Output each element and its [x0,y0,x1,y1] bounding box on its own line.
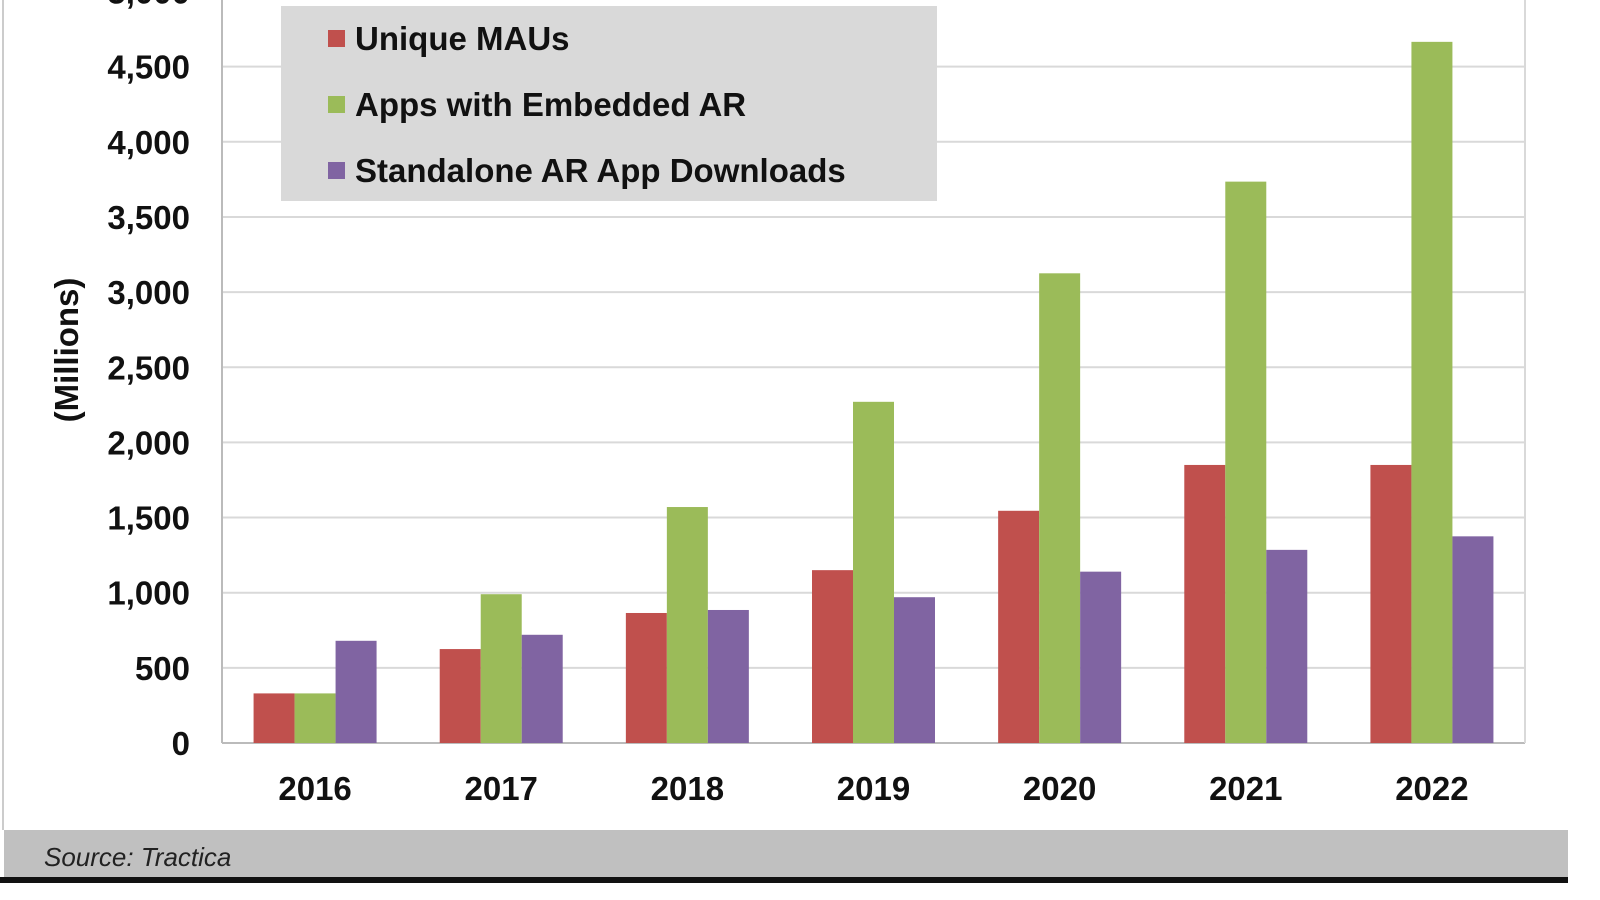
x-tick-label: 2019 [837,770,910,807]
x-tick-label: 2022 [1395,770,1468,807]
legend-swatch [328,162,345,179]
y-tick-labels: 0 500 1,000 1,500 2,000 2,500 3,000 3,500 4,000 4… [107,0,190,762]
left-border [2,0,4,830]
x-tick-label: 2021 [1209,770,1282,807]
legend-label: Apps with Embedded AR [355,86,746,123]
bar-apps-with-embedded-ar-2021 [1225,181,1267,743]
bar-standalone-ar-app-downloads-2016 [335,640,377,743]
y-tick-label: 1,500 [107,500,190,537]
legend-swatch [328,96,345,113]
legend-label: Unique MAUs [355,20,570,57]
legend-box [281,6,937,201]
y-tick-label: 4,000 [107,124,190,161]
bar-chart: 0 500 1,000 1,500 2,000 2,500 3,000 3,500 4,000 4… [48,0,1526,807]
bar-standalone-ar-app-downloads-2018 [707,609,749,743]
y-tick-label: 5,000 [107,0,190,11]
x-tick-label: 2020 [1023,770,1096,807]
legend-swatch [328,30,345,47]
x-tick-label: 2018 [651,770,724,807]
bar-apps-with-embedded-ar-2018 [666,507,708,743]
source-text: Source: Tractica [44,842,232,872]
bottom-bar [0,877,1568,883]
y-tick-label: 4,500 [107,49,190,86]
bar-unique-maus-2022 [1370,464,1412,743]
x-tick-label: 2017 [465,770,538,807]
legend-label: Standalone AR App Downloads [355,152,846,189]
bar-unique-maus-2021 [1184,464,1226,743]
bar-apps-with-embedded-ar-2017 [480,594,522,743]
source-footer: Source: Tractica [4,830,1568,877]
bar-unique-maus-2020 [998,510,1040,743]
y-tick-label: 3,500 [107,199,190,236]
y-axis-label: (Millions) [48,278,85,423]
bar-standalone-ar-app-downloads-2017 [521,634,563,743]
bar-apps-with-embedded-ar-2020 [1039,273,1081,743]
bar-unique-maus-2017 [439,649,481,743]
y-tick-label: 2,500 [107,349,190,386]
bars [253,41,1494,743]
bar-standalone-ar-app-downloads-2022 [1452,536,1494,743]
y-tick-label: 3,000 [107,274,190,311]
x-tick-label: 2016 [278,770,351,807]
legend: Unique MAUs Apps with Embedded AR Standalo… [281,6,937,201]
x-tick-labels: 2016 2017 2018 2019 2020 2021 2022 [278,770,1468,807]
bar-standalone-ar-app-downloads-2021 [1266,549,1308,743]
bar-standalone-ar-app-downloads-2019 [894,597,935,743]
bar-apps-with-embedded-ar-2022 [1411,41,1453,743]
bar-apps-with-embedded-ar-2016 [294,693,336,743]
bar-standalone-ar-app-downloads-2020 [1080,571,1122,743]
y-tick-label: 500 [135,650,190,687]
y-tick-label: 0 [172,725,190,762]
bar-unique-maus-2019 [812,570,853,743]
y-tick-label: 1,000 [107,575,190,612]
bar-unique-maus-2016 [253,693,295,743]
bar-unique-maus-2018 [625,612,667,743]
bar-apps-with-embedded-ar-2019 [853,401,894,743]
y-tick-label: 2,000 [107,424,190,461]
